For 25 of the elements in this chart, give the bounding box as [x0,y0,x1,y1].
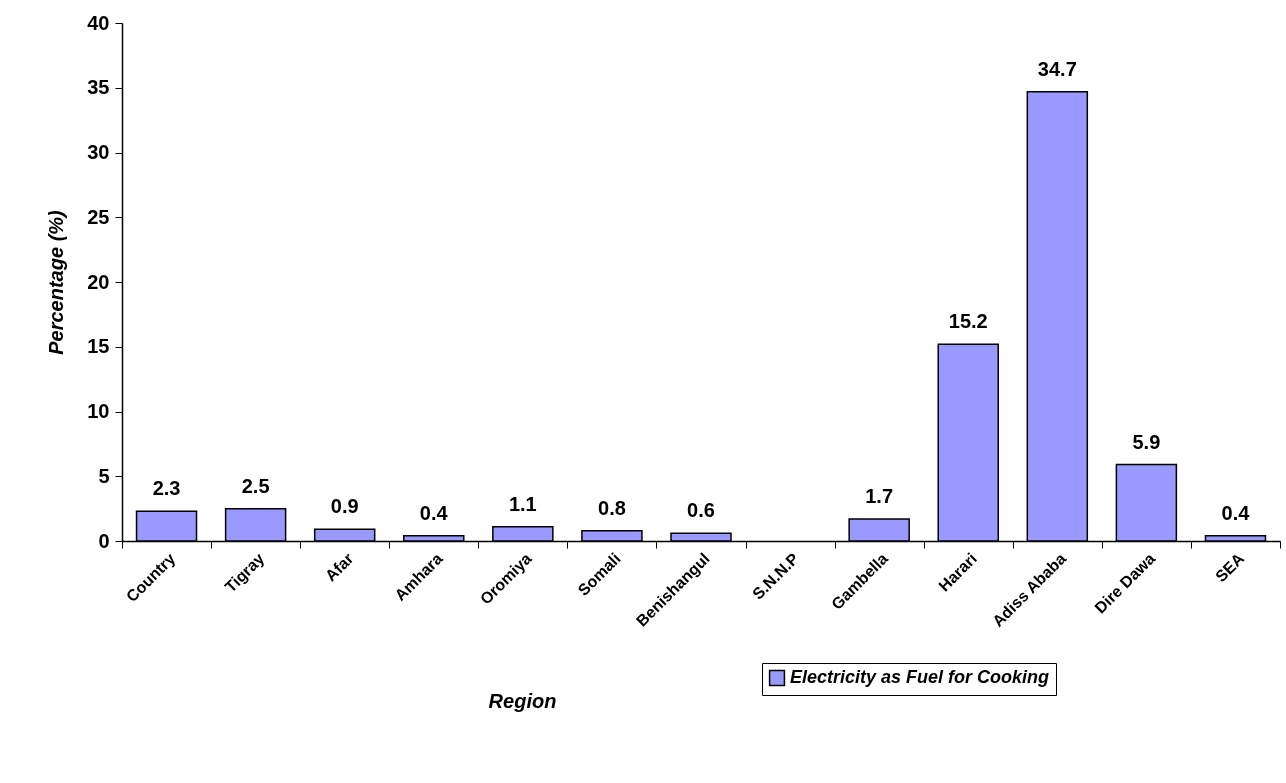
x-axis-title: Region [488,689,557,712]
data-label: 1.7 [865,484,894,507]
data-label: 0.8 [598,496,626,519]
x-tick-label: SEA [1211,549,1248,586]
y-tick-label: 35 [87,76,110,99]
data-label: 34.7 [1037,57,1077,80]
y-tick-label: 10 [87,400,110,422]
data-label: 15.2 [948,310,988,333]
legend-label: Electricity as Fuel for Cooking [790,667,1050,687]
data-label: 0.9 [330,495,359,518]
data-label: 0.4 [1221,501,1251,524]
y-tick-label: 5 [98,464,110,487]
data-label: 2.3 [152,477,181,500]
y-tick-label: 25 [87,205,110,228]
data-label: 5.9 [1132,430,1161,453]
data-label: 0.4 [419,501,449,524]
y-tick-label: 15 [87,335,110,358]
data-label: 1.1 [508,492,537,515]
y-tick-label: 0 [98,529,110,552]
y-tick-label: 30 [87,141,110,163]
y-tick-label: 20 [87,270,110,293]
y-axis-title: Percentage (%) [45,209,68,355]
data-label: 0.6 [687,499,715,522]
y-tick-label: 40 [87,11,110,34]
data-label: 2.5 [241,474,270,497]
